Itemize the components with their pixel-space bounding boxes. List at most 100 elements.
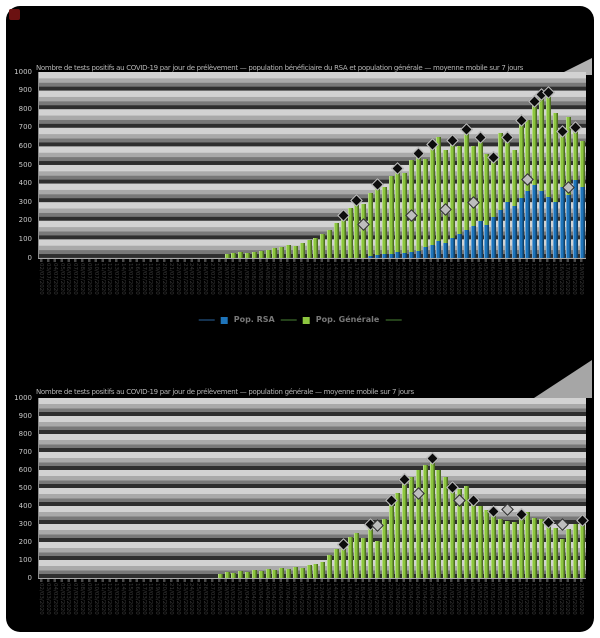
bar-segment-pop-g-n-rale[interactable] — [422, 159, 428, 247]
bar-segment-pop-rsa[interactable] — [484, 224, 490, 258]
bar-segment-pop-rsa[interactable] — [518, 198, 524, 258]
bar-segment-pop-rsa[interactable] — [402, 253, 408, 258]
bar-segment-pop-g-n-rale[interactable] — [299, 568, 305, 578]
bar-segment-pop-g-n-rale[interactable] — [443, 150, 449, 244]
bar-segment-pop-rsa[interactable] — [477, 220, 483, 258]
bar-segment-pop-g-n-rale[interactable] — [313, 563, 319, 578]
bar-segment-pop-rsa[interactable] — [552, 202, 558, 258]
bar-segment-pop-g-n-rale[interactable] — [559, 539, 565, 578]
bar-segment-pop-g-n-rale[interactable] — [409, 160, 415, 252]
bar-segment-pop-g-n-rale[interactable] — [450, 487, 456, 578]
bar-segment-pop-g-n-rale[interactable] — [217, 573, 223, 578]
bar-segment-pop-g-n-rale[interactable] — [525, 120, 531, 192]
bar-segment-pop-g-n-rale[interactable] — [456, 488, 462, 578]
bar-segment-pop-rsa[interactable] — [580, 187, 586, 258]
bar-segment-pop-rsa[interactable] — [443, 243, 449, 258]
bar-segment-pop-g-n-rale[interactable] — [265, 249, 271, 258]
bar-segment-pop-g-n-rale[interactable] — [470, 500, 476, 578]
bar-segment-pop-g-n-rale[interactable] — [258, 250, 264, 258]
bar-segment-pop-g-n-rale[interactable] — [566, 116, 572, 195]
bar-segment-pop-g-n-rale[interactable] — [573, 524, 579, 578]
bar-segment-pop-g-n-rale[interactable] — [251, 251, 257, 258]
plot-area[interactable] — [38, 72, 586, 259]
diamond-marker[interactable] — [446, 134, 460, 148]
bar-segment-pop-rsa[interactable] — [498, 209, 503, 258]
bar-segment-pop-rsa[interactable] — [368, 256, 374, 258]
bar-segment-pop-g-n-rale[interactable] — [566, 529, 572, 578]
bar-segment-pop-g-n-rale[interactable] — [545, 92, 551, 197]
bar-segment-pop-g-n-rale[interactable] — [361, 537, 367, 578]
bar-segment-pop-g-n-rale[interactable] — [368, 524, 374, 578]
bar-segment-pop-g-n-rale[interactable] — [539, 94, 545, 192]
diamond-marker[interactable] — [473, 130, 487, 144]
bar-segment-pop-g-n-rale[interactable] — [525, 512, 531, 578]
bar-segment-pop-g-n-rale[interactable] — [429, 458, 435, 578]
bar-segment-pop-g-n-rale[interactable] — [327, 554, 333, 578]
bar-segment-pop-g-n-rale[interactable] — [409, 477, 415, 578]
bar-segment-pop-rsa[interactable] — [415, 250, 421, 258]
bar-segment-pop-g-n-rale[interactable] — [491, 157, 497, 218]
bar-segment-pop-g-n-rale[interactable] — [498, 133, 503, 210]
bar-segment-pop-g-n-rale[interactable] — [313, 237, 319, 258]
bar-segment-pop-g-n-rale[interactable] — [580, 520, 586, 578]
bar-segment-pop-g-n-rale[interactable] — [231, 572, 237, 578]
bar-segment-pop-rsa[interactable] — [436, 241, 442, 258]
bar-segment-pop-g-n-rale[interactable] — [299, 243, 305, 258]
bar-segment-pop-g-n-rale[interactable] — [552, 112, 558, 203]
bar-segment-pop-g-n-rale[interactable] — [484, 153, 490, 225]
bar-segment-pop-rsa[interactable] — [429, 244, 435, 258]
bar-segment-pop-g-n-rale[interactable] — [511, 522, 517, 578]
bar-segment-pop-g-n-rale[interactable] — [279, 568, 285, 578]
bar-segment-pop-g-n-rale[interactable] — [272, 569, 278, 578]
bar-segment-pop-g-n-rale[interactable] — [374, 541, 380, 578]
bar-segment-pop-g-n-rale[interactable] — [539, 518, 545, 578]
bar-segment-pop-g-n-rale[interactable] — [470, 146, 476, 227]
diamond-marker[interactable] — [412, 147, 425, 161]
bar-segment-pop-rsa[interactable] — [388, 254, 394, 258]
bar-segment-pop-g-n-rale[interactable] — [504, 137, 510, 203]
bar-segment-pop-rsa[interactable] — [463, 230, 469, 258]
bar-segment-pop-g-n-rale[interactable] — [251, 569, 257, 578]
bar-segment-pop-g-n-rale[interactable] — [573, 127, 579, 180]
bar-segment-pop-g-n-rale[interactable] — [395, 493, 401, 578]
bar-segment-pop-g-n-rale[interactable] — [504, 521, 510, 578]
bar-segment-pop-g-n-rale[interactable] — [333, 222, 339, 258]
bar-segment-pop-g-n-rale[interactable] — [224, 254, 230, 258]
diamond-marker[interactable] — [500, 503, 514, 516]
bar-segment-pop-g-n-rale[interactable] — [580, 140, 586, 188]
bar-segment-pop-g-n-rale[interactable] — [436, 470, 442, 578]
bar-segment-pop-rsa[interactable] — [470, 226, 476, 258]
bar-segment-pop-rsa[interactable] — [374, 255, 380, 258]
bar-segment-pop-rsa[interactable] — [545, 196, 551, 258]
bar-segment-pop-rsa[interactable] — [456, 233, 462, 258]
bar-segment-pop-g-n-rale[interactable] — [279, 246, 285, 258]
bar-segment-pop-g-n-rale[interactable] — [381, 187, 387, 255]
legend-label-generale[interactable]: Pop. Générale — [315, 315, 380, 324]
bar-segment-pop-g-n-rale[interactable] — [354, 533, 360, 578]
bar-segment-pop-g-n-rale[interactable] — [518, 514, 524, 578]
bar-segment-pop-g-n-rale[interactable] — [415, 470, 421, 578]
bar-segment-pop-g-n-rale[interactable] — [368, 192, 374, 257]
bar-segment-pop-rsa[interactable] — [395, 252, 401, 258]
bar-segment-pop-g-n-rale[interactable] — [292, 245, 298, 258]
bar-segment-pop-rsa[interactable] — [511, 205, 517, 258]
bar-segment-pop-g-n-rale[interactable] — [245, 571, 251, 578]
bar-segment-pop-g-n-rale[interactable] — [292, 567, 298, 578]
bar-segment-pop-rsa[interactable] — [381, 254, 387, 258]
legend[interactable]: Pop. RSA Pop. Générale — [198, 314, 402, 326]
bar-segment-pop-rsa[interactable] — [532, 185, 538, 258]
bar-segment-pop-g-n-rale[interactable] — [477, 506, 483, 578]
bar-segment-pop-g-n-rale[interactable] — [245, 253, 251, 258]
bar-segment-pop-g-n-rale[interactable] — [320, 561, 326, 578]
legend-label-rsa[interactable]: Pop. RSA — [233, 315, 275, 324]
bar-segment-pop-rsa[interactable] — [525, 191, 531, 258]
bar-segment-pop-g-n-rale[interactable] — [511, 150, 517, 206]
bar-segment-pop-rsa[interactable] — [422, 246, 428, 258]
bar-segment-pop-g-n-rale[interactable] — [347, 207, 353, 258]
bar-segment-pop-rsa[interactable] — [409, 251, 415, 258]
bar-segment-pop-g-n-rale[interactable] — [224, 571, 230, 578]
bar-segment-pop-g-n-rale[interactable] — [518, 120, 524, 199]
bar-segment-pop-rsa[interactable] — [491, 217, 497, 258]
bar-segment-pop-g-n-rale[interactable] — [429, 144, 435, 245]
bar-segment-pop-g-n-rale[interactable] — [286, 244, 292, 258]
